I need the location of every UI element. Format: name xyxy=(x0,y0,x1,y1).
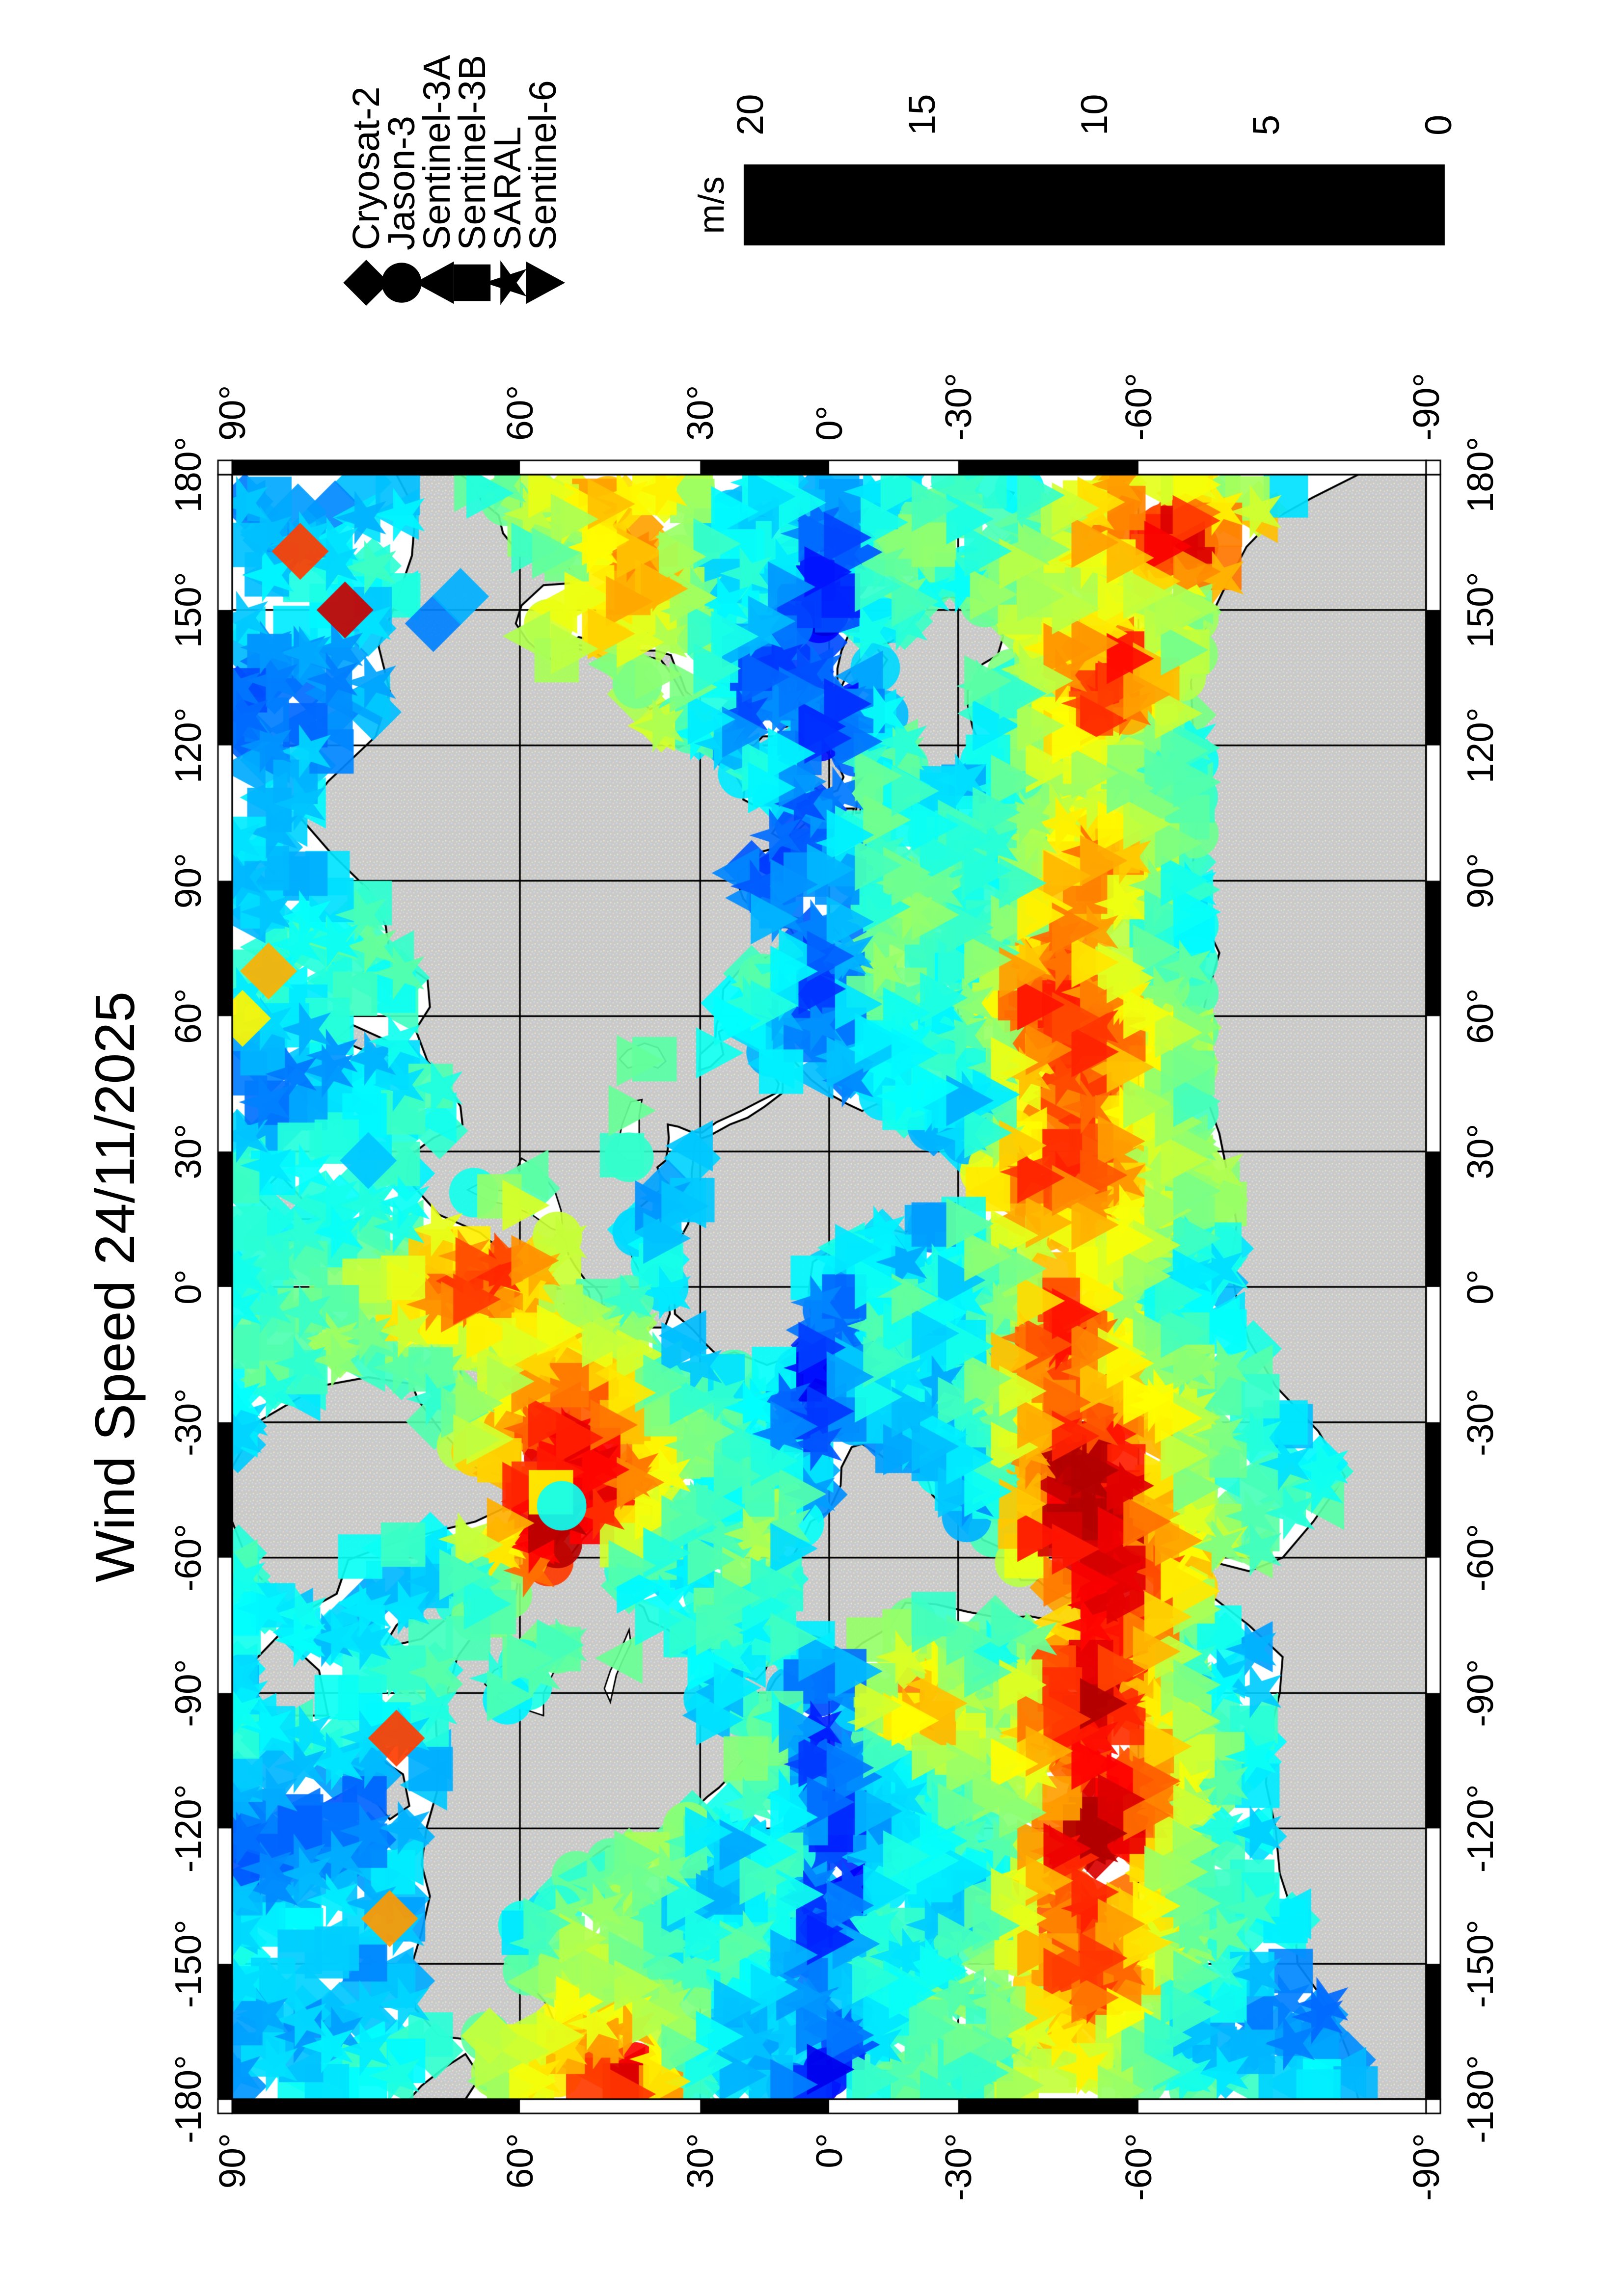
legend-label-sentinel6: Sentinel-6 xyxy=(522,80,564,250)
lon-tick-label-bottom: -60° xyxy=(1460,1523,1501,1592)
lon-tick-label-bottom: 90° xyxy=(1460,853,1501,909)
lat-tick-label-left: 0° xyxy=(809,2133,850,2168)
lon-tick-label-top: -90° xyxy=(167,1659,209,1727)
lon-tick-label-top: 150° xyxy=(167,572,209,648)
lat-tick-label-left: 90° xyxy=(212,2133,253,2189)
lon-tick-label-bottom: -90° xyxy=(1460,1659,1501,1727)
colorbar-unit-label: m/s xyxy=(692,176,731,234)
lon-tick-label-top: -120° xyxy=(167,1784,209,1873)
chart-title: Wind Speed 24/11/2025 xyxy=(84,991,146,1583)
lon-tick-label-top: -60° xyxy=(167,1523,209,1592)
lon-tick-label-bottom: -150° xyxy=(1460,1920,1501,2008)
colorbar-tick-15: 15 xyxy=(901,94,943,135)
lat-tick-label-right: 0° xyxy=(809,405,850,441)
lat-tick-label-left: 30° xyxy=(679,2133,721,2189)
colorbar-tick-10: 10 xyxy=(1074,94,1115,135)
legend-symbol-triangle-up-icon xyxy=(414,261,454,304)
lat-tick-label-right: 90° xyxy=(212,385,253,441)
lon-tick-label-bottom: 30° xyxy=(1460,1123,1501,1179)
legend-symbol-circle-icon xyxy=(381,263,422,303)
lon-tick-label-top: 60° xyxy=(167,988,209,1044)
lat-tick-label-right: 30° xyxy=(679,385,721,441)
lat-tick-label-left: -90° xyxy=(1406,2133,1447,2201)
lon-tick-label-bottom: -30° xyxy=(1460,1388,1501,1457)
lon-tick-label-top: 180° xyxy=(167,436,209,513)
lat-tick-label-left: -60° xyxy=(1117,2133,1159,2201)
lon-tick-label-bottom: -120° xyxy=(1460,1784,1501,1873)
colorbar-tick-0: 0 xyxy=(1418,114,1460,135)
lon-tick-label-bottom: 150° xyxy=(1460,572,1501,648)
lon-tick-label-bottom: -180° xyxy=(1460,2055,1501,2144)
lat-tick-label-right: 60° xyxy=(499,385,541,441)
lon-tick-label-top: 0° xyxy=(167,1269,209,1305)
lon-tick-label-top: -30° xyxy=(167,1388,209,1457)
lon-tick-label-top: -180° xyxy=(167,2055,209,2144)
colorbar-tick-5: 5 xyxy=(1245,114,1287,135)
lon-tick-label-bottom: 60° xyxy=(1460,988,1501,1044)
colorbar-tick-20: 20 xyxy=(730,94,771,135)
legend-symbol-triangle-down-icon xyxy=(526,261,566,304)
lat-tick-label-right: -90° xyxy=(1406,373,1447,441)
lat-tick-label-left: 60° xyxy=(499,2133,541,2189)
lat-tick-label-right: -60° xyxy=(1117,373,1159,441)
lon-tick-label-bottom: 0° xyxy=(1460,1269,1501,1305)
lat-tick-label-right: -30° xyxy=(937,373,979,441)
legend-symbol-diamond-icon xyxy=(343,260,389,306)
legend-symbol-square-icon xyxy=(454,264,491,301)
lat-tick-label-left: -30° xyxy=(937,2133,979,2201)
lon-tick-label-top: 120° xyxy=(167,707,209,784)
lon-tick-label-bottom: 120° xyxy=(1460,707,1501,784)
legend-symbol-star-icon xyxy=(484,260,527,305)
lon-tick-label-top: -150° xyxy=(167,1920,209,2008)
lon-tick-label-top: 90° xyxy=(167,853,209,909)
lon-tick-label-top: 30° xyxy=(167,1123,209,1179)
lon-tick-label-bottom: 180° xyxy=(1460,436,1501,513)
